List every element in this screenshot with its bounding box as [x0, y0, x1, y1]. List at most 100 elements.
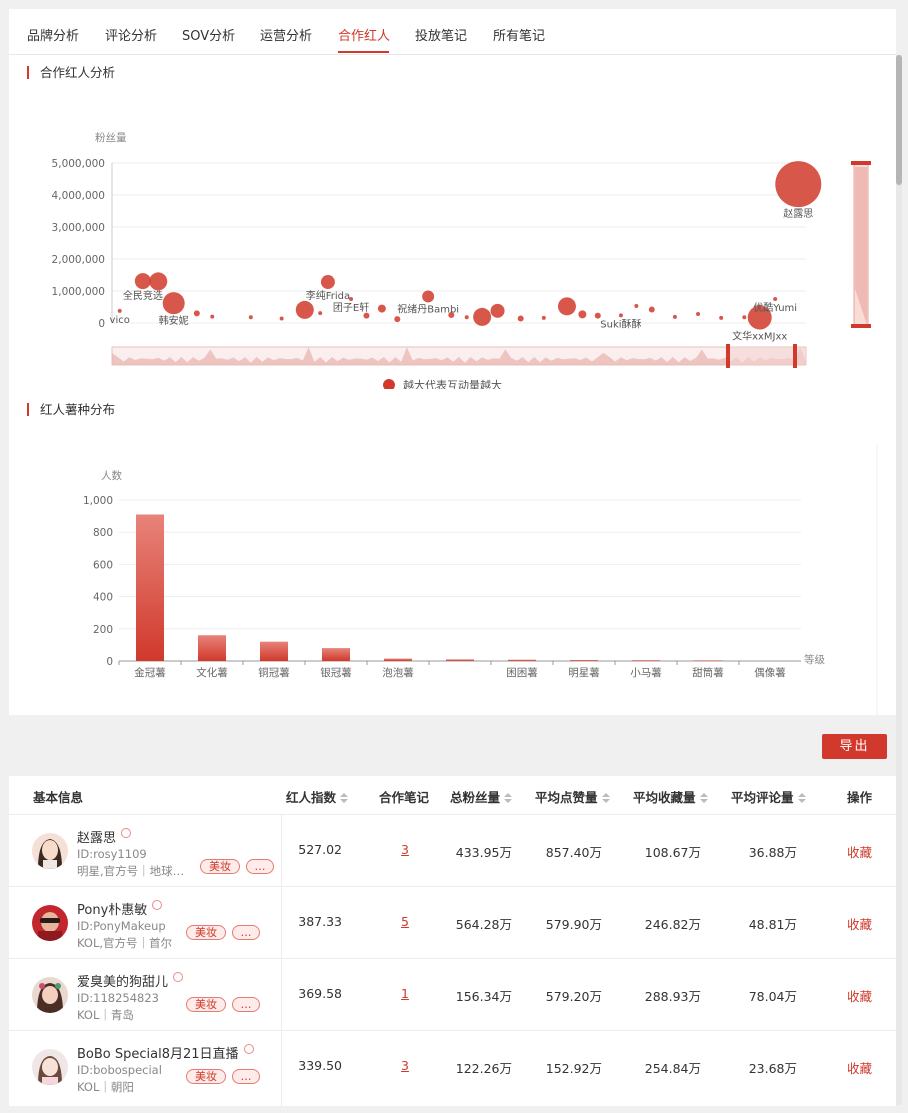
bubble-label: 赵露思 [783, 207, 813, 220]
kol-bubble [349, 297, 354, 301]
coop-notes-link[interactable]: 1 [401, 986, 409, 1001]
x-tick-label: 明星薯 [568, 666, 600, 679]
page-scrollbar[interactable] [896, 55, 902, 1105]
kol-bubble [578, 310, 587, 319]
coop-notes-link[interactable]: 3 [401, 1058, 409, 1073]
sort-icon[interactable] [699, 793, 708, 803]
x-tick-label: 银冠薯 [320, 666, 352, 679]
more-tags-button[interactable]: … [232, 1069, 260, 1084]
more-tags-button[interactable]: … [246, 859, 274, 874]
avatar[interactable] [32, 905, 68, 941]
column-divider [281, 814, 282, 1106]
kol-bubble [719, 315, 724, 320]
analysis-panel: 品牌分析 评论分析 SOV分析 运营分析 合作红人 投放笔记 所有笔记 合作红人… [9, 9, 896, 715]
bubble-label: 优酷Yumi [753, 301, 797, 314]
bar [322, 648, 350, 661]
total-fans-value: 564.28万 [455, 917, 512, 932]
avg-comments-value: 23.68万 [748, 1061, 797, 1076]
kol-bubble [775, 161, 822, 208]
kol-name[interactable]: 爱臭美的狗甜儿 [77, 971, 184, 990]
bar [694, 660, 722, 661]
header-total-fans-label: 总粉丝量 [450, 790, 501, 805]
kol-bubble [394, 316, 401, 323]
scrollbar-thumb[interactable] [896, 55, 902, 185]
kol-name[interactable]: 赵露思 [77, 827, 132, 846]
favorite-button[interactable]: 收藏 [847, 845, 873, 860]
bubble-label: 李纯Frida [306, 289, 350, 302]
total-fans-value: 122.26万 [455, 1061, 512, 1076]
kol-meta: 明星,官方号｜地球… [77, 864, 185, 878]
bar [570, 660, 598, 661]
kol-id: ID:bobospecial [77, 1063, 162, 1077]
avatar[interactable] [32, 977, 68, 1013]
favorite-button[interactable]: 收藏 [847, 989, 873, 1004]
kol-bubble [618, 313, 623, 318]
y-tick-label: 5,000,000 [52, 158, 105, 170]
avg-collects-value: 288.93万 [644, 989, 701, 1004]
kol-table: 基本信息 红人指数 合作笔记 总粉丝量 平均点赞量 平均收藏量 平均评论量 操作… [9, 776, 896, 1106]
kol-bubble [773, 297, 778, 301]
bubble-label: vico [110, 315, 130, 326]
kol-bubble [279, 316, 284, 321]
kol-bubble [422, 290, 435, 303]
header-avg-collects[interactable]: 平均收藏量 [633, 787, 708, 806]
x-tick-label: 困困薯 [506, 666, 538, 679]
more-tags-button[interactable]: … [232, 997, 260, 1012]
x-tick-label: 甜筒薯 [692, 666, 724, 679]
search-icon[interactable] [173, 972, 184, 982]
search-icon[interactable] [121, 828, 132, 838]
sort-icon[interactable] [504, 793, 513, 803]
tab-comment-analysis[interactable]: 评论分析 [105, 29, 158, 44]
sort-icon[interactable] [601, 793, 610, 803]
bubble-label: 文华xxMJxx [732, 330, 787, 343]
y-tick-label: 4,000,000 [52, 190, 105, 202]
export-button[interactable]: 导出 [822, 734, 887, 759]
search-icon[interactable] [243, 1044, 254, 1054]
kol-name[interactable]: BoBo Special8月21日直播 [77, 1043, 254, 1062]
kol-meta: KOL,官方号｜首尔 [77, 936, 173, 950]
kol-bubble [210, 314, 215, 319]
total-fans-value: 433.95万 [455, 845, 512, 860]
coop-notes-link[interactable]: 3 [401, 842, 409, 857]
kol-index-value: 369.58 [298, 986, 342, 1001]
kol-bubble [134, 273, 151, 290]
header-total-fans[interactable]: 总粉丝量 [450, 787, 513, 806]
tab-operation-analysis[interactable]: 运营分析 [260, 29, 313, 44]
kol-bubble [248, 315, 253, 320]
tab-sov-analysis[interactable]: SOV分析 [182, 29, 236, 44]
kol-bubble [672, 314, 677, 319]
search-icon[interactable] [152, 900, 163, 910]
favorite-button[interactable]: 收藏 [847, 1061, 873, 1076]
avatar[interactable] [32, 833, 68, 869]
tab-kol[interactable]: 合作红人 [338, 29, 391, 44]
coop-notes-link[interactable]: 5 [401, 914, 409, 929]
kol-bubble [117, 308, 122, 313]
x-tick-label: 小马薯 [630, 666, 662, 679]
tab-all-notes[interactable]: 所有笔记 [493, 29, 546, 44]
sort-icon[interactable] [797, 793, 806, 803]
category-tag: 美妆 [186, 1069, 226, 1084]
y-tick-label: 0 [106, 656, 113, 668]
kol-bubble-chart: 粉丝量 0 1,000,000 2,000,000 3,000,000 4,000,000… [52, 131, 871, 389]
sort-icon[interactable] [340, 793, 349, 803]
avatar[interactable] [32, 1049, 68, 1085]
header-avg-comments[interactable]: 平均评论量 [731, 787, 806, 806]
header-avg-likes[interactable]: 平均点赞量 [535, 787, 610, 806]
bubble-label: 祝绪丹Bambi [397, 302, 459, 315]
category-tag: 美妆 [186, 997, 226, 1012]
avg-likes-value: 152.92万 [545, 1061, 602, 1076]
favorite-button[interactable]: 收藏 [847, 917, 873, 932]
tab-brand-analysis[interactable]: 品牌分析 [27, 29, 80, 44]
table-row: 爱臭美的狗甜儿 ID:118254823 KOL｜青岛 美妆 … 369.58 … [9, 958, 896, 1030]
kol-name[interactable]: Pony朴惠敏 [77, 899, 163, 918]
kol-bubble [541, 315, 546, 320]
tab-paid-notes[interactable]: 投放笔记 [415, 29, 468, 44]
y-axis-label: 粉丝量 [95, 131, 127, 144]
avg-likes-value: 857.40万 [545, 845, 602, 860]
avatar-image [32, 977, 68, 1013]
more-tags-button[interactable]: … [232, 925, 260, 940]
header-kol-index[interactable]: 红人指数 [286, 787, 349, 806]
kol-bubble [320, 275, 335, 290]
table-row: 赵露思 ID:rosy1109 明星,官方号｜地球… 美妆 … 527.02 3… [9, 814, 896, 886]
kol-meta: KOL｜青岛 [77, 1008, 134, 1022]
